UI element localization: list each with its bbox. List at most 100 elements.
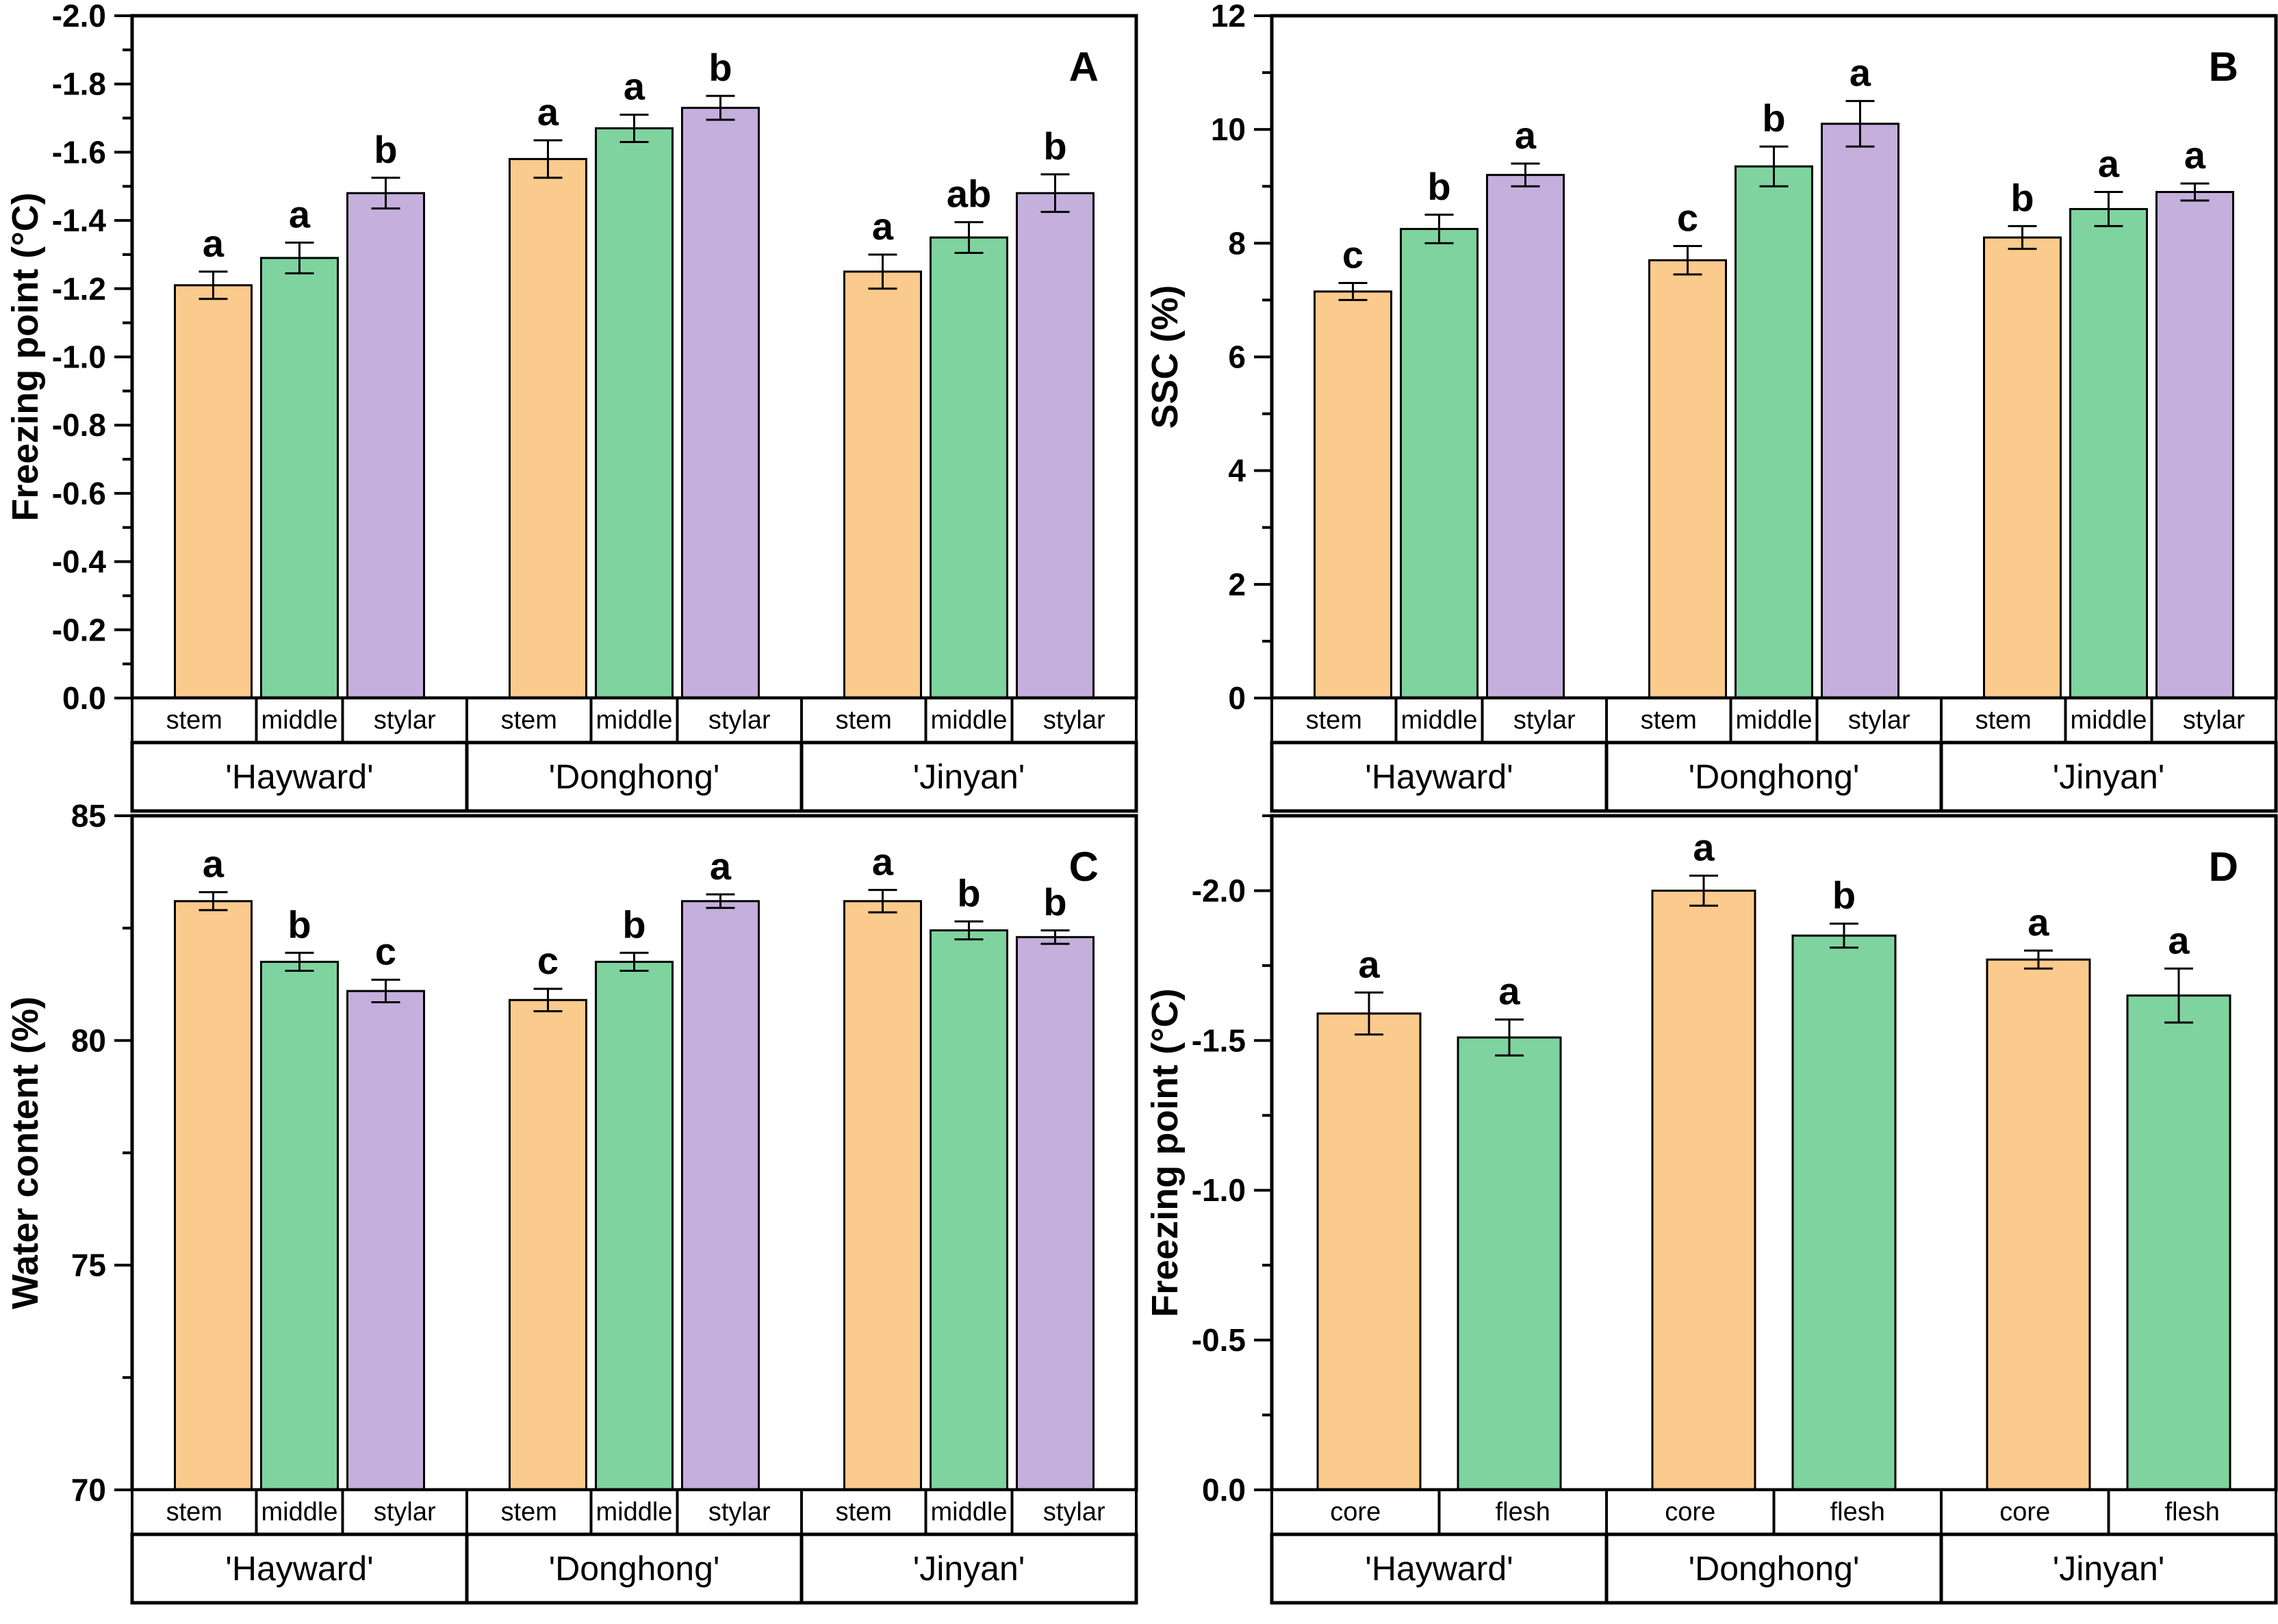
panel-letter: A (1069, 44, 1099, 90)
error-bar (954, 920, 984, 941)
position-label: core (1330, 1498, 1381, 1527)
position-label: middle (2071, 706, 2147, 735)
bars (1316, 889, 2231, 1491)
y-tick-label: 70 (71, 1472, 106, 1508)
cultivar-label: 'Hayward' (225, 1549, 373, 1588)
position-label: middle (596, 706, 673, 735)
position-label: stem (501, 706, 557, 735)
position-cell (1010, 697, 1138, 744)
bar-Jinyan-stem (1983, 236, 2062, 699)
position-label: stem (836, 706, 892, 735)
bar-Donghong-stem (1648, 259, 1727, 699)
error-bars (1338, 100, 2210, 301)
bar-Hayward-stem (174, 900, 253, 1491)
error-bar (2008, 224, 2037, 250)
error-bar (706, 94, 735, 121)
position-label: stylar (1848, 706, 1910, 735)
position-label: stem (1306, 706, 1362, 735)
y-tick-label: -1.2 (52, 271, 106, 307)
bar-Donghong-middle (595, 960, 674, 1491)
bar-Jinyan-flesh (2126, 994, 2231, 1491)
position-label: stem (836, 1498, 892, 1527)
bar-Jinyan-stylar (1016, 936, 1095, 1491)
significance-letter: b (374, 128, 397, 171)
significance-letter: b (708, 46, 732, 89)
cultivar-cell (465, 1532, 804, 1605)
position-label: stem (501, 1498, 557, 1527)
bar-Jinyan-stylar (2155, 191, 2234, 699)
position-label: stylar (2183, 706, 2245, 735)
significance-letter: a (1515, 114, 1537, 157)
significance-letter: a (203, 842, 225, 886)
significance-letter: c (1342, 233, 1364, 276)
y-tick-label: 12 (1211, 0, 1246, 34)
significance-letter: b (1043, 125, 1066, 168)
cultivar-label: 'Donghong' (549, 758, 720, 796)
error-bars (199, 94, 1070, 300)
y-tick-label: -1.8 (52, 66, 106, 102)
bar-Jinyan-stylar (1016, 192, 1095, 699)
cultivar-cell (130, 740, 469, 813)
position-cell (131, 1488, 258, 1536)
position-label: flesh (1830, 1498, 1885, 1527)
error-bar (868, 253, 897, 290)
position-label: middle (931, 706, 1008, 735)
position-cell (1437, 1488, 1608, 1536)
position-label: stylar (708, 706, 771, 735)
position-cell (924, 697, 1014, 744)
y-tick-label: 8 (1228, 225, 1246, 261)
significance-letter: a (1693, 826, 1715, 869)
error-bar (199, 270, 228, 300)
significance-letter: a (2184, 133, 2206, 177)
significance-letter: a (1498, 970, 1520, 1013)
significance-letter: b (1043, 880, 1066, 923)
error-bar (199, 891, 228, 912)
error-bar (285, 951, 314, 972)
significance-letter: a (710, 845, 732, 888)
position-cell (1394, 697, 1484, 744)
position-label: middle (1736, 706, 1813, 735)
cultivar-cell (1939, 740, 2278, 813)
cultivar-cell (130, 1532, 469, 1605)
bar-Hayward-stylar (346, 990, 425, 1491)
bar-Jinyan-middle (930, 236, 1008, 699)
bar-Donghong-stylar (681, 107, 760, 699)
significance-letter: b (957, 871, 980, 914)
position-cell (1605, 697, 1732, 744)
significance-letter: a (872, 840, 894, 883)
y-tick-label: -1.6 (52, 134, 106, 170)
y-tick-label: 0.0 (1202, 1472, 1246, 1508)
bar-Jinyan-middle (930, 929, 1008, 1491)
position-label: flesh (2165, 1498, 2220, 1527)
significance-letter: a (872, 205, 894, 248)
bar-Jinyan-stem (843, 900, 922, 1491)
y-tick-label: -0.8 (52, 407, 106, 443)
panel-letter: B (2209, 44, 2238, 90)
error-bar (2180, 182, 2210, 202)
significance-letters: c b a c b a b a a (1342, 51, 2206, 276)
cultivar-label: 'Donghong' (1689, 1549, 1860, 1588)
significance-letter: a (289, 193, 311, 236)
panel-letter: D (2209, 844, 2238, 890)
cultivar-cell (1604, 1532, 1943, 1605)
position-label: stylar (1513, 706, 1576, 735)
position-label: core (1665, 1498, 1715, 1527)
error-bars (1355, 875, 2193, 1057)
error-bar (706, 893, 735, 910)
significance-letter: b (1427, 165, 1450, 208)
position-label: stem (166, 706, 222, 735)
position-label: middle (931, 1498, 1008, 1527)
y-tick-label: -0.6 (52, 476, 106, 511)
error-bar (619, 951, 649, 972)
position-label: middle (596, 1498, 673, 1527)
position-label: stem (166, 1498, 222, 1527)
error-bar (1338, 281, 1368, 301)
y-tick-label: -2.0 (1192, 873, 1246, 908)
y-tick-label: -1.4 (52, 203, 107, 238)
y-tick-label: 4 (1228, 453, 1246, 489)
